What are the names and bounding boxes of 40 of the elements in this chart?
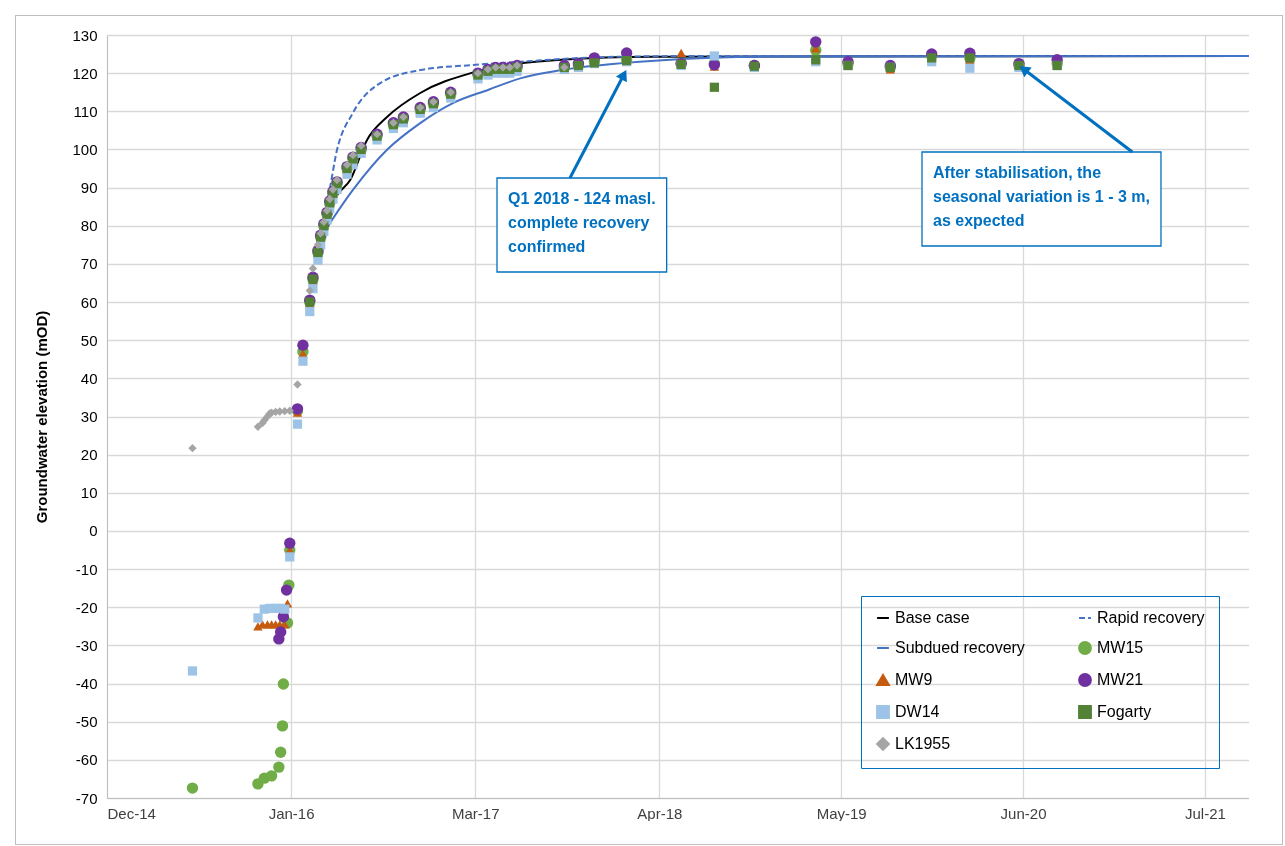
legend-label: MW9: [895, 671, 933, 688]
y-axis-title: Groundwater elevation (mOD): [33, 310, 51, 524]
annotation: After stabilisation, the seasonal variation is 1 - 3 m, as expected: [933, 164, 1150, 229]
y-tick-label: 130: [72, 26, 98, 44]
y-tick-label: 110: [73, 102, 98, 120]
annotation: Q1 2018 - 124 masl. complete recovery confirmed: [508, 190, 656, 255]
y-tick-label: -10: [75, 560, 98, 578]
x-tick-label: Dec-14: [107, 804, 156, 822]
y-tick-label: -40: [75, 675, 98, 693]
y-tick-label: -50: [75, 713, 98, 731]
x-tick-label: Mar-17: [451, 804, 500, 822]
y-tick-label: 100: [72, 140, 98, 158]
y-tick-label: 40: [80, 369, 98, 387]
x-tick-label: Jul-21: [1184, 804, 1226, 822]
y-tick-label: 30: [80, 408, 98, 425]
y-tick-label: 10: [80, 484, 98, 502]
y-tick-label: -20: [75, 598, 98, 616]
legend-label: Subdued recovery: [895, 639, 1025, 656]
x-tick-label: Apr-18: [637, 804, 683, 822]
y-tick-label: 0: [89, 522, 98, 540]
legend-label: LK1955: [895, 735, 951, 752]
y-tick-label: 20: [80, 446, 98, 464]
y-tick-label: 90: [80, 179, 98, 197]
y-tick-label: 50: [80, 331, 98, 349]
y-tick-label: 120: [72, 64, 98, 82]
y-tick-label: -60: [75, 751, 98, 769]
x-tick-label: Jan-16: [268, 804, 315, 822]
legend-label: Fogarty: [1097, 703, 1152, 720]
y-tick-label: -70: [75, 789, 98, 807]
legend-label: DW14: [895, 703, 940, 720]
legend-label: MW21: [1097, 671, 1144, 688]
y-tick-label: 70: [80, 255, 98, 273]
legend-label: Rapid recovery: [1097, 609, 1205, 626]
y-tick-label: 80: [80, 217, 98, 235]
y-tick-label: 60: [80, 293, 98, 311]
legend-label: Base case: [895, 609, 970, 626]
legend-label: MW15: [1097, 639, 1144, 656]
x-tick-label: May-19: [816, 804, 867, 822]
y-tick-label: -30: [75, 636, 98, 654]
x-tick-label: Jun-20: [1000, 804, 1047, 822]
